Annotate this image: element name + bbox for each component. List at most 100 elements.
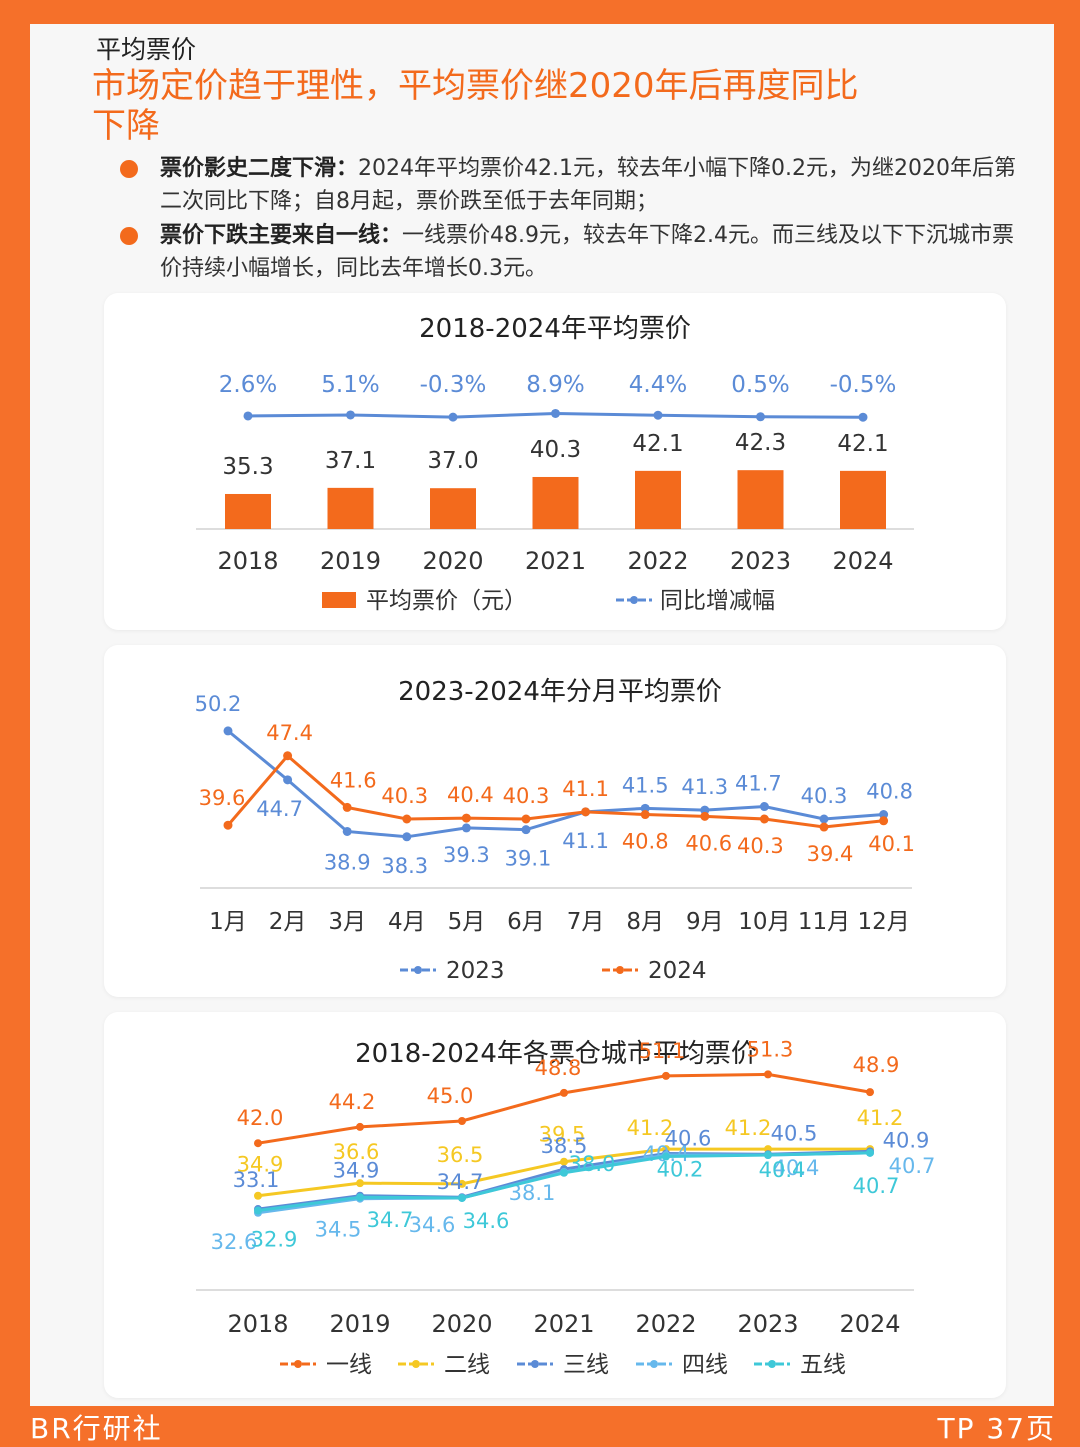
x-tick-label: 2019 bbox=[329, 1310, 390, 1338]
data-label: 41.6 bbox=[330, 768, 377, 792]
footer-page-number: TP 37页 bbox=[937, 1412, 1056, 1445]
bar bbox=[840, 470, 886, 529]
data-point bbox=[356, 1179, 364, 1188]
x-tick-label: 6月 bbox=[507, 909, 545, 935]
bullet-2-text: 一线票价48.9元，较去年下降2.4元。而三线及以下下沉城市票价持续小幅增长，同… bbox=[160, 223, 1014, 281]
x-tick-label: 2018 bbox=[217, 547, 278, 575]
bar bbox=[225, 493, 271, 529]
yoy-point bbox=[653, 410, 663, 420]
data-point bbox=[879, 816, 889, 826]
x-tick-label: 2024 bbox=[832, 547, 893, 575]
data-label: 40.5 bbox=[771, 1121, 818, 1145]
data-label: 44.7 bbox=[256, 797, 303, 821]
section-label: 平均票价 bbox=[96, 35, 197, 64]
bar bbox=[737, 470, 784, 529]
legend-tier-2-marker bbox=[531, 1360, 539, 1368]
data-point bbox=[461, 813, 471, 823]
data-label: 34.9 bbox=[333, 1159, 380, 1183]
data-label: 50.2 bbox=[195, 692, 242, 716]
x-tick-label: 12月 bbox=[857, 909, 909, 935]
data-label: 38.3 bbox=[381, 854, 428, 878]
data-label: 48.9 bbox=[853, 1053, 900, 1077]
legend-2024-label: 2024 bbox=[648, 958, 707, 984]
legend-yoy-label: 同比增减幅 bbox=[660, 588, 775, 614]
series-line-2023 bbox=[227, 729, 884, 839]
data-label: 40.6 bbox=[685, 831, 732, 855]
data-point bbox=[283, 751, 293, 761]
data-label: 36.5 bbox=[437, 1143, 484, 1167]
data-point bbox=[662, 1152, 670, 1161]
annual-price-card: 2018-2024年平均票价 35.3 2018 37.1 2019 37.0 2020 40… bbox=[104, 293, 1006, 630]
data-point bbox=[461, 823, 471, 833]
yoy-label: 4.4% bbox=[629, 372, 687, 398]
data-point bbox=[581, 807, 591, 817]
data-label: 40.2 bbox=[657, 1158, 704, 1182]
data-label: 40.3 bbox=[503, 784, 550, 808]
data-label: 36.6 bbox=[333, 1140, 380, 1164]
page-headline: 市场定价趋于理性，平均票价继2020年后再度同比下降 bbox=[92, 66, 859, 146]
legend-tier-4-marker bbox=[768, 1360, 776, 1368]
legend-tier-label: 三线 bbox=[563, 1352, 609, 1378]
data-point bbox=[764, 1151, 772, 1160]
x-tick-label: 1月 bbox=[209, 909, 247, 935]
data-label: 45.0 bbox=[427, 1084, 474, 1108]
data-label: 40.7 bbox=[889, 1154, 936, 1178]
data-label: 38.0 bbox=[569, 1152, 616, 1176]
data-label: 40.8 bbox=[622, 830, 669, 854]
x-tick-label: 5月 bbox=[448, 909, 486, 935]
chart-title: 2018-2024年各票仓城市平均票价 bbox=[355, 1039, 757, 1069]
legend-tier-label: 二线 bbox=[444, 1352, 490, 1378]
yoy-point bbox=[551, 408, 560, 418]
bullet-2: 票价下跌主要来自一线：一线票价48.9元，较去年下降2.4元。而三线及以下下沉城… bbox=[120, 219, 1030, 285]
x-tick-label: 11月 bbox=[798, 909, 850, 935]
x-tick-label: 4月 bbox=[388, 909, 426, 935]
x-tick-label: 2020 bbox=[431, 1310, 492, 1338]
data-label: 33.1 bbox=[233, 1168, 280, 1192]
legend-bar-label: 平均票价（元） bbox=[366, 588, 527, 614]
bar-value-label: 40.3 bbox=[530, 437, 581, 463]
legend-tier-1-marker bbox=[412, 1360, 420, 1368]
data-point bbox=[342, 826, 352, 836]
yoy-label: -0.3% bbox=[420, 372, 487, 398]
legend-bar-swatch bbox=[322, 592, 356, 608]
data-point bbox=[879, 810, 889, 820]
bar bbox=[430, 488, 476, 529]
data-point bbox=[342, 802, 352, 812]
data-label: 40.4 bbox=[773, 1156, 820, 1180]
legend-tier-label: 五线 bbox=[800, 1352, 846, 1378]
x-tick-label: 8月 bbox=[626, 909, 664, 935]
data-label: 40.4 bbox=[447, 783, 494, 807]
data-label: 34.6 bbox=[409, 1213, 456, 1237]
bar-value-label: 42.1 bbox=[837, 431, 888, 457]
data-point bbox=[254, 1206, 262, 1215]
data-label: 39.5 bbox=[539, 1123, 586, 1147]
data-point bbox=[759, 814, 769, 824]
legend-yoy-marker bbox=[630, 596, 638, 604]
yoy-point bbox=[756, 412, 765, 422]
x-tick-label: 2020 bbox=[422, 547, 483, 575]
data-label: 40.1 bbox=[868, 832, 915, 856]
data-label: 41.2 bbox=[627, 1116, 674, 1140]
data-label: 40.7 bbox=[853, 1174, 900, 1198]
chart-title: 2023-2024年分月平均票价 bbox=[398, 677, 722, 707]
data-label: 48.8 bbox=[535, 1056, 582, 1080]
legend-tier-3-marker bbox=[650, 1360, 658, 1368]
data-point bbox=[356, 1122, 364, 1131]
data-label: 39.1 bbox=[505, 847, 552, 871]
data-point bbox=[402, 832, 412, 842]
legend-2023-label: 2023 bbox=[446, 958, 505, 984]
x-tick-label: 7月 bbox=[567, 909, 605, 935]
x-tick-label: 2021 bbox=[533, 1310, 594, 1338]
data-label: 41.1 bbox=[562, 777, 609, 801]
data-label: 44.2 bbox=[329, 1090, 376, 1114]
data-point bbox=[458, 1193, 466, 1202]
x-tick-label: 2018 bbox=[227, 1310, 288, 1338]
data-point bbox=[640, 810, 650, 820]
bar-value-label: 42.3 bbox=[735, 430, 786, 456]
data-label: 40.3 bbox=[737, 834, 784, 858]
x-tick-label: 2021 bbox=[525, 547, 586, 575]
bullet-1-text: 2024年平均票价42.1元，较去年小幅下降0.2元，为继2020年后第二次同比… bbox=[160, 156, 1016, 214]
data-label: 41.1 bbox=[562, 829, 609, 853]
legend-tier-label: 一线 bbox=[326, 1352, 372, 1378]
yoy-label: 5.1% bbox=[321, 372, 379, 398]
